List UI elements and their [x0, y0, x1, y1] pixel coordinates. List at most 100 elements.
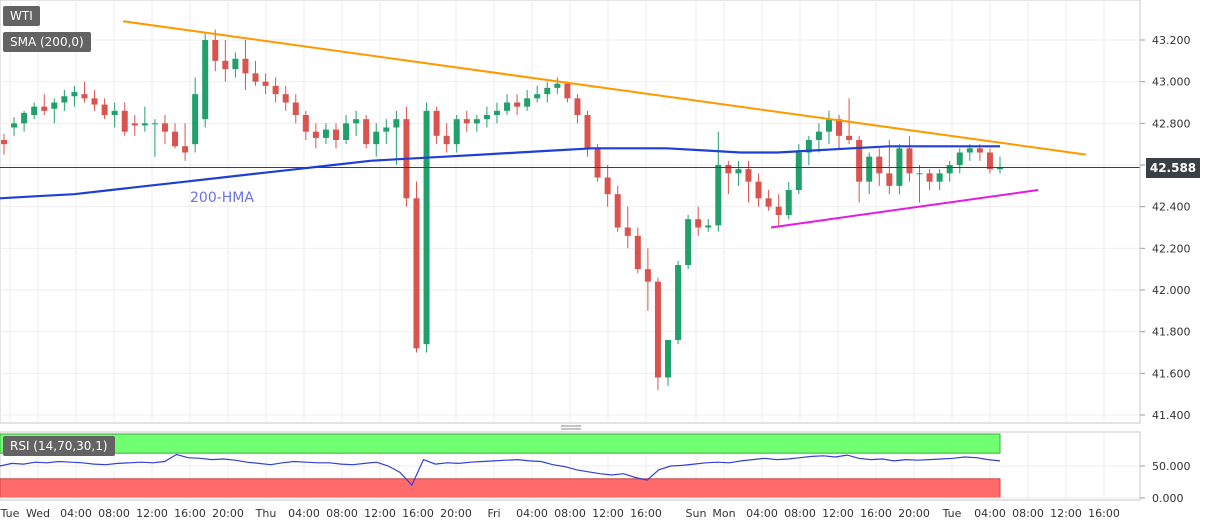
- candle-body: [453, 119, 460, 145]
- y-tick-label: 43.200: [1152, 34, 1191, 47]
- x-tick-label: 20:00: [212, 507, 244, 520]
- candle-body: [594, 148, 601, 178]
- candle-body: [534, 94, 541, 99]
- candle-body: [715, 165, 722, 226]
- last-price-value: 42.588: [1149, 161, 1197, 175]
- candle-body: [614, 194, 621, 228]
- support-trendline[interactable]: [770, 189, 1039, 229]
- x-tick-label: 12:00: [1050, 507, 1082, 520]
- candle-body: [91, 98, 98, 105]
- x-tick-label: 20:00: [440, 507, 472, 520]
- candle-body: [725, 165, 732, 174]
- last-price-badge: 42.588: [1146, 158, 1200, 178]
- candle-body: [665, 340, 671, 378]
- candle-body: [564, 83, 571, 99]
- candle-body: [41, 106, 48, 111]
- rsi-overbought-zone: [0, 433, 1001, 454]
- y-tick-label: 43.000: [1152, 76, 1191, 89]
- candle-body: [292, 102, 299, 115]
- candle-body: [463, 119, 470, 124]
- candle-body: [574, 98, 581, 115]
- y-tick-label: 41.600: [1152, 367, 1191, 380]
- rsi-line: [0, 453, 1001, 487]
- x-tick-label: 12:00: [364, 507, 396, 520]
- candle-body: [161, 123, 168, 132]
- x-tick-label: 20:00: [898, 507, 930, 520]
- x-tick-label: 12:00: [592, 507, 624, 520]
- x-tick-label: 04:00: [746, 507, 778, 520]
- candle-body: [544, 87, 551, 95]
- candle-body: [343, 123, 350, 140]
- candle-body: [946, 165, 953, 174]
- candle-body: [141, 123, 148, 126]
- candle-body: [423, 110, 430, 345]
- candle-body: [634, 235, 641, 270]
- candle-body: [31, 106, 38, 115]
- sma-tag[interactable]: SMA (200,0): [3, 32, 91, 52]
- candle-body: [815, 131, 822, 140]
- candle-body: [262, 81, 269, 86]
- y-tick-label: 42.200: [1152, 242, 1191, 255]
- candle-body: [322, 129, 329, 138]
- candle-body: [363, 119, 370, 145]
- candle-body: [876, 156, 883, 174]
- x-tick-label: 04:00: [288, 507, 320, 520]
- candle-body: [473, 119, 480, 124]
- candle-body: [1, 140, 7, 145]
- candle-body: [514, 102, 521, 107]
- candle-body: [846, 135, 853, 140]
- candle-body: [333, 129, 339, 140]
- candle-body: [675, 265, 682, 340]
- rsi-tag[interactable]: RSI (14,70,30,1): [3, 436, 115, 456]
- x-tick-label: 08:00: [326, 507, 358, 520]
- candle-body: [785, 190, 792, 215]
- candle-body: [866, 156, 873, 182]
- candle-body: [272, 85, 279, 95]
- candle-body: [353, 119, 360, 124]
- candle-body: [976, 148, 983, 153]
- y-tick-label: 42.400: [1152, 201, 1191, 214]
- candle-body: [886, 173, 893, 186]
- candle-body: [302, 115, 309, 132]
- candle-body: [61, 96, 68, 103]
- candle-body: [775, 206, 782, 215]
- candle-body: [312, 131, 319, 138]
- candle-body: [956, 152, 963, 165]
- rsi-y-tick-label: 50.000: [1152, 460, 1191, 473]
- candle-body: [986, 152, 993, 170]
- x-tick-label: 08:00: [784, 507, 816, 520]
- y-tick-label: 41.400: [1152, 409, 1191, 422]
- x-tick-label: Fri: [487, 507, 500, 520]
- resistance-trendline[interactable]: [122, 20, 1087, 156]
- candle-body: [433, 110, 440, 136]
- x-tick-label: 04:00: [974, 507, 1006, 520]
- candle-body: [111, 110, 118, 115]
- candle-body: [202, 40, 209, 120]
- candle-body: [443, 135, 450, 145]
- x-tick-label: 12:00: [822, 507, 854, 520]
- candle-body: [825, 119, 832, 132]
- candle-body: [182, 146, 189, 153]
- candle-body: [413, 198, 420, 349]
- x-tick-label: 16:00: [860, 507, 892, 520]
- x-tick-label: Thu: [255, 507, 277, 520]
- candle-body: [836, 119, 843, 136]
- candle-body: [705, 225, 712, 228]
- candle-body: [745, 169, 752, 182]
- x-tick-label: 04:00: [516, 507, 548, 520]
- candle-body: [856, 140, 863, 182]
- x-tick-label: 16:00: [630, 507, 662, 520]
- sma-label: SMA (200,0): [10, 35, 84, 49]
- rsi-oversold-zone: [0, 478, 1001, 499]
- symbol-tag[interactable]: WTI: [3, 6, 40, 26]
- candle-body: [735, 169, 742, 174]
- candle-body: [11, 123, 18, 128]
- candle-body: [212, 40, 219, 61]
- x-tick-label: Wed: [26, 507, 50, 520]
- y-tick-label: 42.800: [1152, 117, 1191, 130]
- candle-body: [795, 152, 802, 190]
- x-tick-label: 16:00: [402, 507, 434, 520]
- candle-body: [916, 173, 923, 175]
